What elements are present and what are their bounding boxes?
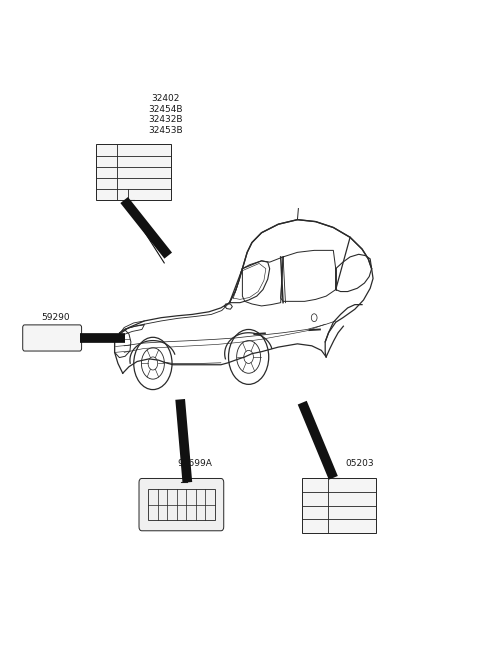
Bar (302, 478, 376, 533)
Bar (96, 145, 170, 200)
FancyBboxPatch shape (139, 479, 224, 531)
Text: 32402
32454B
32432B
32453B: 32402 32454B 32432B 32453B (148, 94, 183, 135)
Text: 97699A: 97699A (177, 459, 212, 468)
Text: 05203: 05203 (345, 459, 374, 468)
FancyBboxPatch shape (23, 325, 82, 351)
Text: 59290: 59290 (41, 313, 70, 322)
Bar (148, 489, 215, 520)
